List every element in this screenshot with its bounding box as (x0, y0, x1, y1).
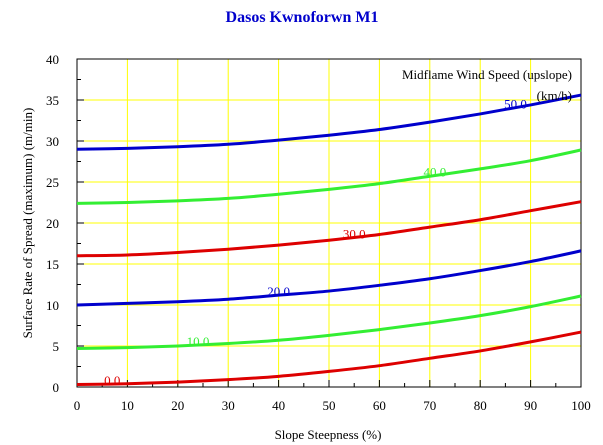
x-tick-label: 30 (222, 398, 235, 413)
y-tick-label: 40 (46, 52, 59, 67)
x-tick-label: 90 (524, 398, 537, 413)
series-label-0: 0.0 (104, 373, 120, 388)
series-label-3: 30.0 (343, 226, 366, 241)
x-tick-label: 0 (74, 398, 81, 413)
y-tick-label: 10 (46, 298, 59, 313)
x-tick-label: 40 (272, 398, 285, 413)
x-axis-label: Slope Steepness (%) (275, 427, 382, 442)
y-tick-label: 5 (53, 339, 60, 354)
tick-labels: 0 5 10 15 20 25 30 35 40 0 10 20 30 40 50 60 70 80 90 100 (46, 52, 591, 413)
y-tick-label: 20 (46, 216, 59, 231)
y-tick-label: 15 (46, 257, 59, 272)
chart-title: Dasos Kwnoforwn M1 (226, 9, 379, 26)
y-axis-label: Surface Rate of Spread (maximum) (m/min) (20, 108, 35, 339)
series-label-5: 50.0 (504, 97, 527, 112)
series-line-1 (76, 294, 582, 350)
series-line-5 (76, 93, 582, 151)
series-label-2: 20.0 (267, 284, 290, 299)
x-tick-label: 60 (373, 398, 386, 413)
series-label-1: 10.0 (187, 334, 210, 349)
series-lines (76, 93, 582, 387)
legend-units: (km/h) (537, 88, 572, 103)
x-tick-label: 10 (121, 398, 134, 413)
legend: Midflame Wind Speed (upslope) (km/h) (402, 67, 572, 103)
series-line-3 (76, 200, 582, 258)
x-tick-label: 50 (323, 398, 336, 413)
x-tick-label: 20 (171, 398, 184, 413)
y-tick-label: 35 (46, 93, 59, 108)
legend-title: Midflame Wind Speed (upslope) (402, 67, 572, 82)
y-tick-label: 0 (53, 380, 60, 395)
y-tick-label: 25 (46, 175, 59, 190)
series-labels: 0.0 10.0 20.0 30.0 40.0 50.0 (104, 97, 527, 388)
series-line-2 (76, 249, 582, 307)
x-tick-label: 70 (423, 398, 436, 413)
x-tick-label: 80 (474, 398, 487, 413)
y-tick-label: 30 (46, 134, 59, 149)
x-tick-label: 100 (571, 398, 591, 413)
series-label-4: 40.0 (423, 165, 446, 180)
series-line-4 (76, 148, 582, 205)
series-line-0 (76, 330, 582, 387)
